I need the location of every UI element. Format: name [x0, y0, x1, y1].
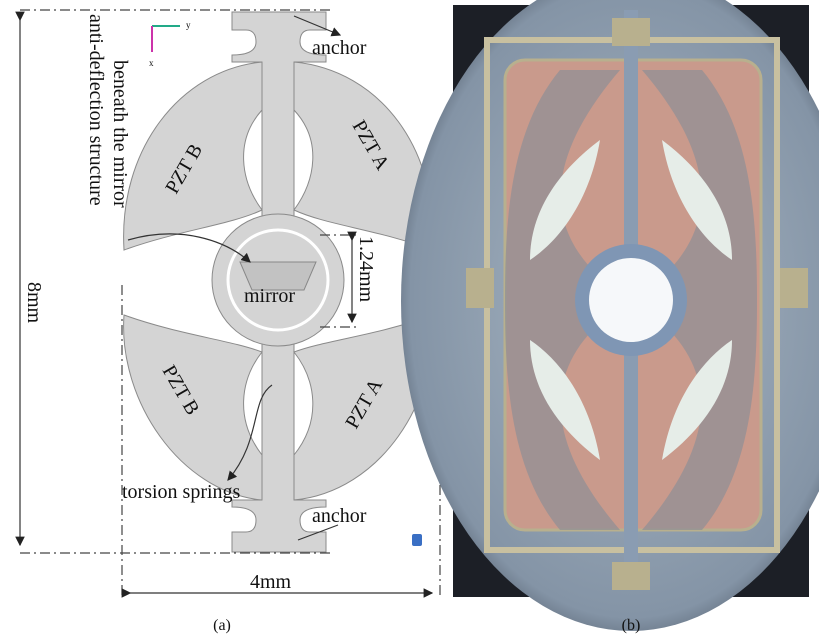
device-drawing — [124, 12, 433, 552]
photo — [401, 0, 819, 631]
caption: (a) — [213, 617, 231, 634]
axis-label: x — [149, 58, 154, 68]
label: anti-deflection structure — [85, 14, 107, 206]
caption: (b) — [622, 617, 641, 634]
label: 8mm — [23, 282, 45, 324]
label: anchor — [312, 37, 367, 59]
label: anchor — [312, 505, 367, 527]
label: 4mm — [250, 571, 292, 593]
label: 1.24mm — [355, 236, 377, 303]
label: mirror — [244, 285, 295, 307]
axis-label: y — [186, 20, 191, 30]
icon — [412, 534, 422, 546]
label: torsion springs — [122, 481, 241, 503]
label: beneath the mirror — [109, 60, 131, 208]
figure: y x anchor anchor anti-deflection struct… — [0, 0, 819, 639]
